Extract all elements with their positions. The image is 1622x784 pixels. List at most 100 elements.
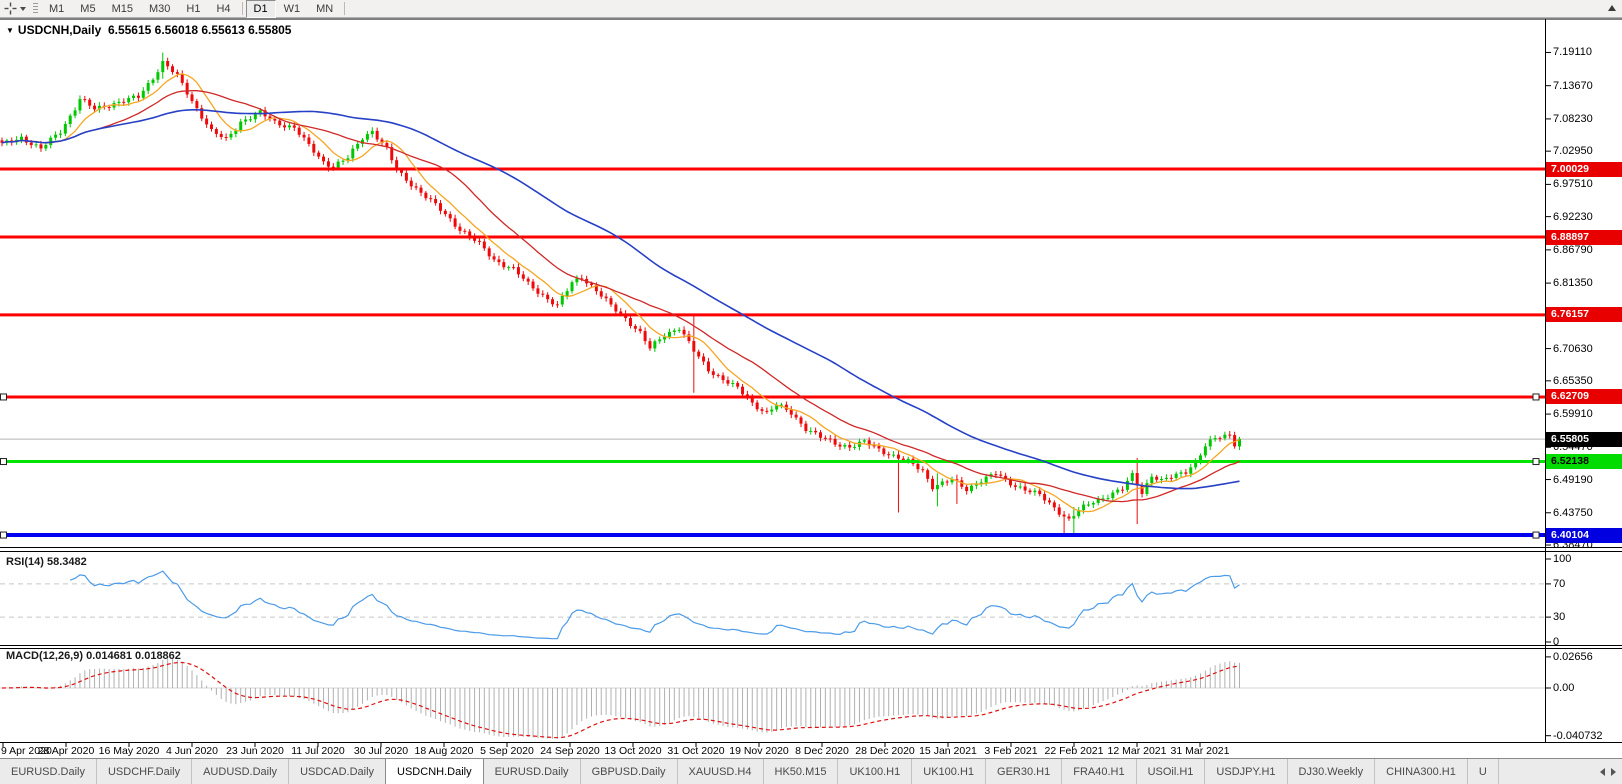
chart-title-dropdown-icon[interactable]: ▼ — [6, 26, 14, 35]
date-axis-label: 8 Dec 2020 — [795, 745, 849, 757]
chart-tab-GBPUSD.Daily[interactable]: GBPUSD.Daily — [581, 759, 678, 784]
candle-body — [755, 402, 759, 410]
chart-tab-CHINA300.H1[interactable]: CHINA300.H1 — [1375, 759, 1468, 784]
crosshair-dropdown-icon[interactable] — [20, 6, 26, 11]
timeframe-button-M5[interactable]: M5 — [80, 2, 96, 15]
chart-tab-XAUUSD.H4[interactable]: XAUUSD.H4 — [678, 759, 764, 784]
tabbar-spacer — [1499, 759, 1594, 784]
chart-tab-AUDUSD.Daily[interactable]: AUDUSD.Daily — [192, 759, 290, 784]
candle-body — [209, 124, 213, 130]
chart-tab-GER30.H1[interactable]: GER30.H1 — [986, 759, 1063, 784]
hline-handle-left[interactable] — [0, 531, 7, 539]
timeframe-button-MN[interactable]: MN — [316, 2, 334, 15]
hline-handle-left[interactable] — [0, 393, 7, 401]
candle-body — [351, 148, 355, 159]
timeframe-button-M15[interactable]: M15 — [111, 2, 133, 15]
chart-tab-USDCHF.Daily[interactable]: USDCHF.Daily — [97, 759, 193, 784]
hline-handle-right[interactable] — [1532, 531, 1540, 539]
candle-body — [784, 404, 788, 410]
candle-body — [716, 374, 720, 376]
chart-tab-USDJPY.H1[interactable]: USDJPY.H1 — [1205, 759, 1288, 784]
candle-body — [1164, 477, 1168, 479]
candle-body — [599, 291, 603, 297]
candle-body — [385, 142, 389, 148]
candle-body — [1199, 455, 1203, 461]
timeframe-button-M1[interactable]: M1 — [49, 2, 65, 15]
candle-body — [1091, 502, 1095, 505]
price-axis-label: 6.70630 — [1553, 342, 1593, 355]
candle-body — [326, 161, 330, 167]
candle-body — [1218, 438, 1222, 440]
candle-body — [702, 356, 706, 362]
chart-tab-UK100.H1[interactable]: UK100.H1 — [912, 759, 987, 784]
candle-body — [424, 192, 428, 199]
tabbar-scroll-left-icon[interactable] — [1600, 767, 1605, 776]
timeframe-button-D1[interactable]: D1 — [245, 0, 276, 18]
candle-body — [965, 486, 969, 492]
timeframe-button-H4[interactable]: H4 — [216, 2, 231, 15]
chart-tab-UK100.H1[interactable]: UK100.H1 — [838, 759, 913, 784]
candle-body — [1067, 516, 1071, 519]
candle-body — [409, 180, 413, 187]
timeframe-button-H1[interactable]: H1 — [186, 2, 201, 15]
candle-body — [677, 329, 681, 331]
candle-body — [799, 417, 803, 424]
chart-tab-USDCNH.Daily[interactable]: USDCNH.Daily — [386, 759, 484, 784]
candle-body — [132, 95, 136, 99]
candle-body — [1155, 476, 1159, 480]
candle-body — [838, 444, 842, 447]
crosshair-tool[interactable] — [0, 0, 30, 17]
candle-body — [833, 439, 837, 445]
candle-body — [823, 437, 827, 439]
date-axis-label: 13 Oct 2020 — [604, 745, 662, 757]
rsi-scale-label: 0 — [1553, 636, 1560, 648]
rsi-line — [69, 570, 1240, 640]
hline-handle-right[interactable] — [1532, 393, 1540, 401]
price-axis-label: 7.02950 — [1553, 145, 1593, 158]
chart-tab-HK50.M15[interactable]: HK50.M15 — [764, 759, 839, 784]
candle-body — [190, 94, 194, 102]
candle-body — [1111, 492, 1115, 499]
candle-body — [1101, 498, 1105, 500]
timeframe-button-M30[interactable]: M30 — [148, 2, 171, 15]
chart-tab-USDCAD.Daily[interactable]: USDCAD.Daily — [289, 759, 387, 784]
timeframe-button-W1[interactable]: W1 — [283, 2, 301, 15]
chart-tab-DJ30.Weekly[interactable]: DJ30.Weekly — [1288, 759, 1376, 784]
hline-handle-left[interactable] — [0, 458, 7, 466]
candle-body — [687, 334, 691, 342]
chart-tab-EURUSD.Daily[interactable]: EURUSD.Daily — [484, 759, 581, 784]
candle-body — [653, 341, 657, 349]
candle-body — [575, 278, 579, 283]
candle-body — [356, 143, 360, 149]
candle-body — [950, 479, 954, 483]
candle-body — [1237, 438, 1241, 447]
tabbar-scroll-right-icon[interactable] — [1611, 767, 1616, 776]
candle-body — [268, 116, 272, 119]
price-axis-label: 7.13670 — [1553, 79, 1593, 92]
chart-tab-EURUSD.Daily[interactable]: EURUSD.Daily — [0, 759, 97, 784]
candle-body — [750, 397, 754, 403]
candle-body — [1096, 498, 1100, 503]
toolbar-grip[interactable] — [33, 2, 38, 15]
date-axis-label: 15 Jan 2021 — [919, 745, 977, 757]
candle-body — [789, 409, 793, 415]
candle-body — [453, 218, 457, 227]
price-axis-label: 6.86790 — [1553, 243, 1593, 256]
hline-price-badge: 6.88897 — [1546, 229, 1622, 245]
candle-body — [692, 341, 696, 352]
date-axis-label: 9 Apr 2020 — [1, 745, 52, 757]
candle-body — [97, 105, 101, 110]
candle-body — [107, 107, 111, 109]
candle-body — [638, 328, 642, 332]
candle-body — [1208, 439, 1212, 447]
toolbar-scroll-icon[interactable] — [1608, 5, 1616, 11]
chart-tab-USOil.H1[interactable]: USOil.H1 — [1137, 759, 1206, 784]
date-axis-label: 5 Sep 2020 — [480, 745, 534, 757]
hline-handle-right[interactable] — [1532, 458, 1540, 466]
candle-body — [317, 152, 321, 157]
chart-tab-FRA40.H1[interactable]: FRA40.H1 — [1062, 759, 1137, 784]
candle-body — [390, 147, 394, 161]
chart-tab-cut[interactable]: U — [1468, 759, 1499, 784]
candle-body — [1121, 489, 1125, 491]
